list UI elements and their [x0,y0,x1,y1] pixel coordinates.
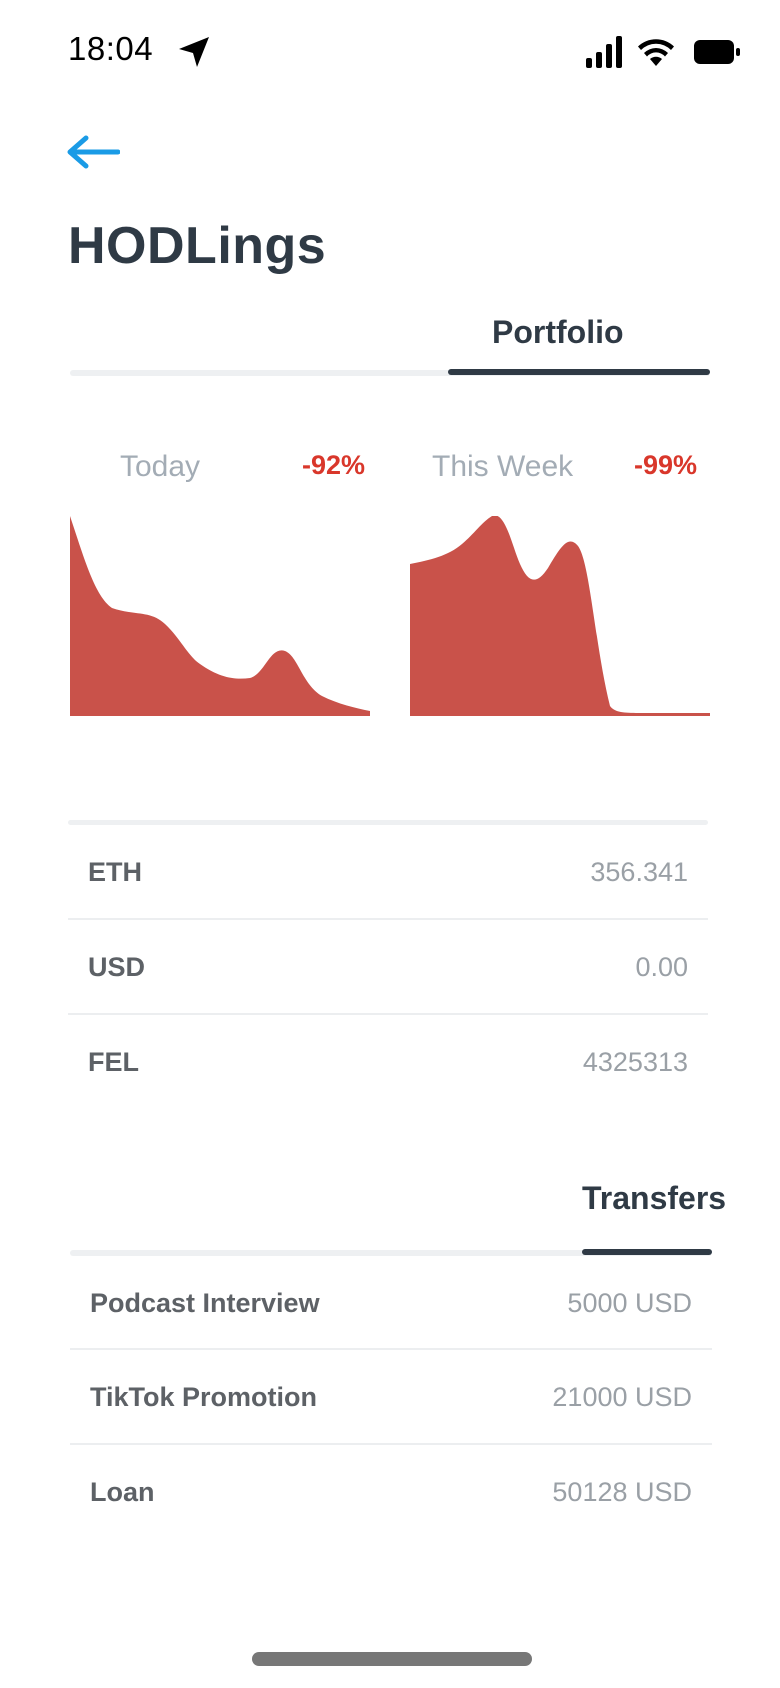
holding-amount: 356.341 [590,857,688,887]
holding-asset: ETH [88,857,142,887]
holding-asset: USD [88,952,146,982]
location-arrow-icon [179,37,209,67]
holding-row[interactable]: ETH 356.341 [68,825,708,920]
transfer-name: Loan [90,1477,155,1507]
row-divider [70,1443,712,1445]
holding-row[interactable]: USD 0.00 [68,920,708,1015]
transfer-amount: 50128 USD [552,1477,692,1507]
home-indicator[interactable] [252,1652,532,1666]
row-divider [68,918,708,920]
tab-transfers[interactable]: Transfers [582,1180,727,1216]
wifi-icon [638,39,674,66]
transfer-name: Podcast Interview [90,1288,320,1318]
chart-week-label: This Week [432,450,574,483]
tab-portfolio[interactable]: Portfolio [492,314,624,350]
holding-asset: FEL [88,1047,139,1077]
transfer-row[interactable]: Loan 50128 USD [70,1445,712,1540]
transfer-row[interactable]: Podcast Interview 5000 USD [70,1256,712,1351]
back-arrow-icon[interactable] [66,132,120,172]
chart-week [410,516,710,716]
transfers-tab-indicator [582,1249,712,1255]
holdings-top-divider [68,820,708,825]
portfolio-tab-indicator [448,369,710,375]
row-divider [70,1348,712,1350]
transfer-amount: 21000 USD [552,1382,692,1412]
chart-week-change: -99% [634,450,698,480]
chart-today [70,516,370,716]
portfolio-tab-track [70,370,710,376]
transfers-tab-track [70,1250,712,1256]
transfer-amount: 5000 USD [567,1288,692,1318]
row-divider [68,1013,708,1015]
transfer-row[interactable]: TikTok Promotion 21000 USD [70,1350,712,1445]
chart-today-change: -92% [302,450,366,480]
chart-today-area [70,516,370,716]
holding-amount: 0.00 [635,952,688,982]
page-title: HODLings [68,217,327,275]
status-time: 18:04 [68,30,154,67]
chart-week-area [410,516,710,716]
transfer-name: TikTok Promotion [90,1382,318,1412]
holding-amount: 4325313 [582,1047,688,1077]
chart-today-label: Today [120,450,201,483]
cellular-signal-icon [586,36,622,68]
holding-row[interactable]: FEL 4325313 [68,1015,708,1110]
battery-icon [694,40,740,64]
